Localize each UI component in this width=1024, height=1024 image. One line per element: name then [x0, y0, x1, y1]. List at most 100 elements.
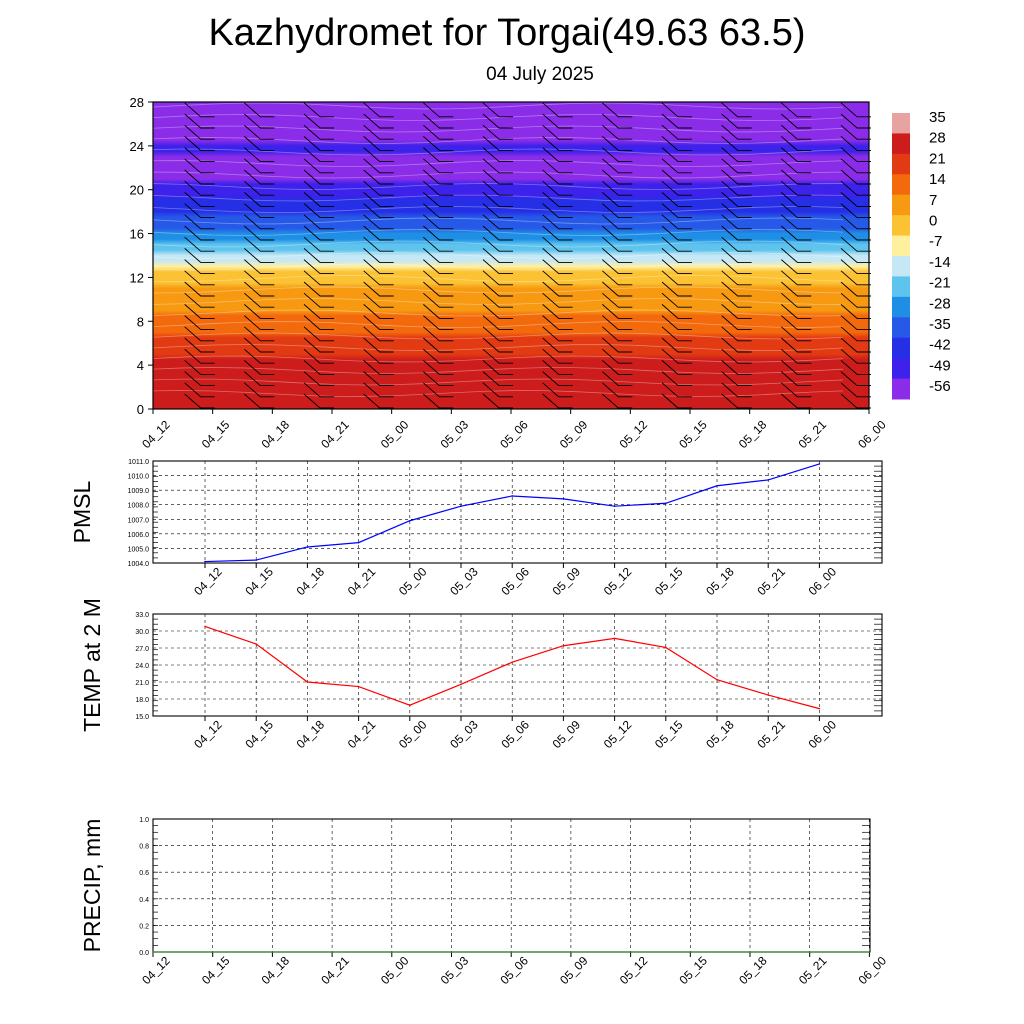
wind-barb [244, 270, 275, 286]
temp-point [562, 644, 565, 647]
wind-barb [840, 225, 871, 241]
wind-barb [244, 136, 275, 151]
temp-point [613, 637, 616, 640]
precip-xtick-label: 05_18 [736, 953, 770, 987]
wind-barb [482, 292, 513, 308]
wind-barb [602, 259, 633, 275]
pmsl-xtick-label: 04_18 [294, 564, 328, 598]
wind-barb [244, 124, 275, 140]
wind-barb [840, 136, 871, 151]
wind-barb [184, 225, 215, 241]
wind-barb [184, 348, 215, 364]
colorbar-swatch [892, 337, 910, 359]
wind-barb [840, 270, 871, 286]
pmsl-point [562, 498, 565, 500]
wind-barb [602, 102, 633, 118]
wind-barb [781, 348, 812, 364]
wind-barb [363, 382, 394, 398]
wind-barb [303, 382, 334, 398]
wind-barb [423, 136, 454, 151]
precip-point [570, 951, 572, 953]
wind-barb [363, 102, 394, 118]
wind-barb [661, 382, 692, 398]
contour-line [152, 367, 844, 374]
temperature-field [153, 102, 869, 409]
wind-barb [840, 382, 871, 398]
colorbar-swatch [892, 256, 910, 277]
wind-barb [423, 382, 454, 398]
wind-barb [244, 259, 275, 275]
wind-barb [840, 180, 871, 196]
wind-barb [423, 304, 454, 319]
wind-barb [602, 236, 633, 252]
colorbar-label: 7 [929, 192, 937, 209]
temp-ylabel: TEMP at 2 M [79, 598, 105, 732]
wind-barb [482, 360, 513, 375]
wind-barb [721, 281, 752, 297]
temp-xtick-label: 05_15 [652, 717, 686, 751]
wind-barb [482, 348, 513, 364]
pmsl-ytick-label: 1011.0 [128, 459, 149, 466]
temp-point [255, 643, 257, 645]
wind-barb [721, 259, 752, 275]
pmsl-xtick-label: 04_12 [191, 564, 225, 598]
pmsl-point [767, 479, 769, 481]
wind-barb [542, 304, 573, 319]
contour-line [152, 390, 844, 397]
wind-barb [661, 304, 692, 319]
wind-barb [482, 102, 513, 118]
wind-barb [661, 315, 692, 331]
wind-barb [721, 225, 752, 241]
precip-xtick-label: 04_15 [199, 953, 233, 987]
temp-point [511, 661, 513, 663]
temp-xtick-label: 05_03 [447, 717, 481, 751]
wind-barb [542, 102, 573, 118]
wind-barb [423, 180, 454, 196]
wind-barb [184, 236, 215, 252]
wind-barb [781, 203, 812, 219]
contour-line [152, 229, 844, 236]
contour-line [152, 148, 844, 156]
colorbar-label: -14 [929, 254, 951, 271]
colorbar-label: 35 [929, 109, 946, 126]
wind-barb [303, 214, 334, 230]
wind-barb [661, 393, 692, 409]
wind-barb [244, 248, 275, 263]
wind-barb [542, 292, 573, 308]
wind-barb [184, 360, 215, 375]
contour-line [152, 114, 844, 121]
wind-barb [602, 113, 633, 129]
wind-barb [602, 371, 633, 387]
precip-point [450, 951, 453, 953]
wind-barb [721, 292, 752, 308]
wind-barb [303, 236, 334, 252]
wind-barb [781, 393, 812, 409]
wind-barb [303, 281, 334, 297]
contour-line [152, 217, 844, 225]
wind-barb [840, 248, 871, 263]
wind-barb [184, 259, 215, 275]
wind-barb [244, 393, 275, 409]
wind-barb [363, 337, 394, 353]
wind-barb [363, 136, 394, 151]
wind-barb [244, 382, 275, 398]
heatmap-xtick-label: 05_21 [796, 417, 830, 451]
wind-barb [721, 337, 752, 353]
wind-barb [781, 236, 812, 252]
wind-barb [303, 169, 334, 185]
temp-xtick-label: 05_09 [550, 717, 584, 751]
wind-barb [602, 203, 633, 219]
heatmap-ytick-label: 0 [137, 402, 144, 417]
wind-barb [542, 382, 573, 398]
wind-barb [184, 371, 215, 387]
temp-xtick-label: 06_00 [806, 717, 840, 751]
wind-barb [840, 169, 871, 185]
wind-barb [184, 270, 215, 286]
wind-barb [303, 203, 334, 219]
wind-barb [184, 136, 215, 151]
wind-barb [781, 136, 812, 151]
colorbar-swatch [892, 153, 910, 175]
temp-point [357, 685, 360, 688]
pmsl-point [255, 559, 257, 561]
wind-barb [363, 124, 394, 140]
